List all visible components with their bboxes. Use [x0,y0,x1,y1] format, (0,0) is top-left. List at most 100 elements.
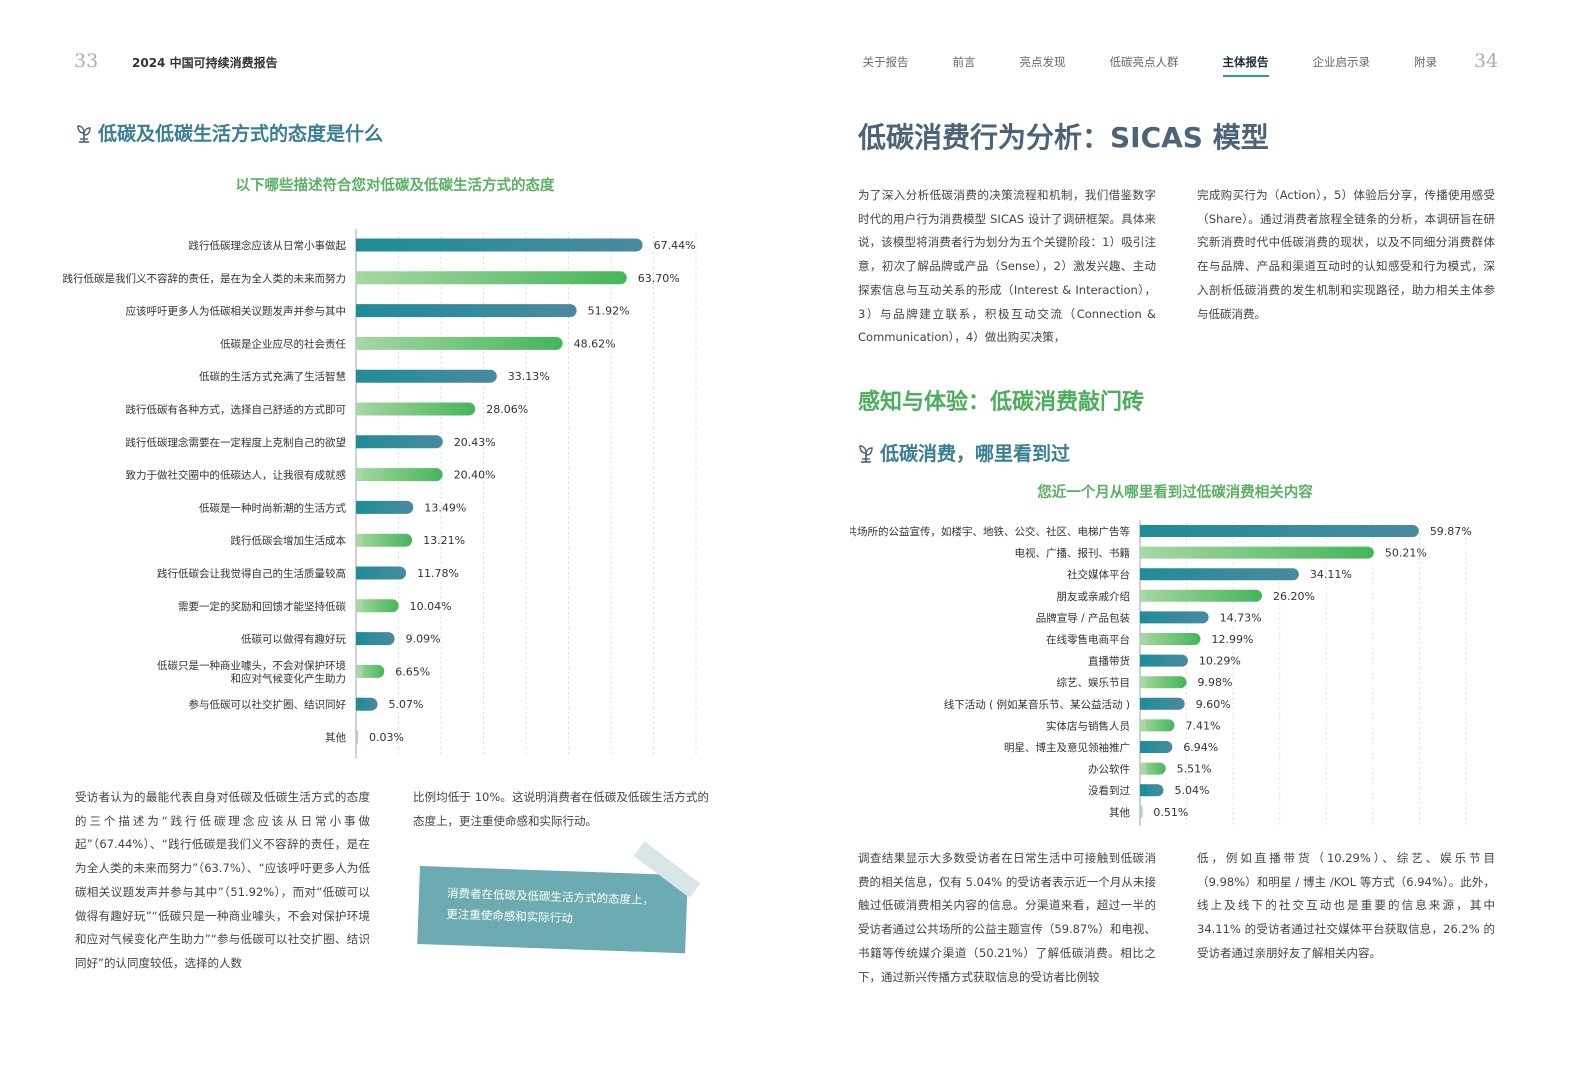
value-label: 9.09% [406,633,441,646]
bar-base [356,599,363,613]
value-label: 14.73% [1220,611,1262,624]
right-section-heading: 感知与体验：低碳消费敲门砖 [858,390,1145,415]
bar [356,632,395,646]
bar [1140,589,1263,602]
value-label: 6.94% [1183,741,1218,754]
bar-base [1140,697,1146,710]
value-label: 67.44% [654,239,696,252]
right-sub-heading-text: 低碳消费，哪里看到过 [880,443,1071,465]
bar [1140,546,1374,559]
bar [356,402,476,416]
report-title: 2024 中国可持续消费报告 [132,56,278,70]
nav-item-enterprise[interactable]: 企业启示录 [1312,55,1371,69]
bar-base [1140,654,1146,667]
value-label: 50.21% [1385,547,1427,560]
bar [1140,697,1185,710]
right-main-heading: 低碳消费行为分析：SICAS 模型 [858,121,1269,154]
bar-base [356,632,363,646]
value-label: 26.20% [1273,590,1315,603]
callout-box: 消费者在低碳及低碳生活方式的态度上， 更注重使命感和实际行动 [417,841,701,954]
category-label: 其他 [325,731,346,744]
value-label: 0.51% [1153,806,1188,819]
attitude-bar-chart: 67.44% 践行低碳理念应该从日常小事做起 63.70% 践行低碳是我们义不容辞的责… [63,228,697,759]
nav-item-appendix[interactable]: 附录 [1414,55,1437,69]
value-label: 48.62% [574,337,616,350]
bar-base [1140,611,1146,624]
category-label: 在线零售电商平台 [1046,633,1130,646]
category-label: 直播带货 [1088,655,1130,668]
bar-base [1140,784,1146,797]
channel-bar-chart: 59.87% 公共场所的公益宣传，如楼宇、地铁、公交、社区、电梯广告等 50.21%… [850,520,1472,826]
category-label: 办公软件 [1088,763,1130,776]
bar-base [356,500,363,514]
category-label: 需要一定的奖励和回馈才能坚持低碳 [178,600,346,613]
value-label: 13.21% [423,534,465,547]
category-label: 践行低碳理念需要在一定程度上克制自己的欲望 [126,436,347,449]
bar-base [1140,589,1146,602]
left-paragraph-1: 受访者认为的最能代表自身对低碳及低碳生活方式的态度的三个描述为“践行低碳理念应该… [75,790,370,970]
value-label: 11.78% [417,567,459,580]
bar-base [1140,719,1146,732]
bar [356,664,385,678]
bar-base [356,369,363,383]
bar-base [356,402,363,416]
category-label: 践行低碳有各种方式，选择自己舒适的方式即可 [126,403,347,416]
nav-item-main-report[interactable]: 主体报告 [1222,55,1269,77]
bar-base [356,664,363,678]
bar [1140,762,1166,775]
bar-base [1140,568,1146,581]
result-column-2: 低，例如直播带货（10.29%）、综艺、娱乐节目（9.98%）和明星 / 博主 … [1197,851,1495,960]
bar [356,369,497,383]
bar-base [1140,741,1146,753]
right-page-number: 34 [1474,50,1499,72]
value-label: 59.87% [1430,525,1472,538]
category-label: 品牌宣导 / 产品包装 [1036,611,1131,624]
bar [356,435,443,449]
value-label: 13.49% [424,501,466,514]
category-label: 践行低碳会增加生活成本 [231,534,347,547]
value-label: 12.99% [1211,633,1253,646]
nav-item-about[interactable]: 关于报告 [862,55,909,69]
value-label: 34.11% [1310,568,1352,581]
result-column-1: 调查结果显示大多数受访者在日常生活中可接触到低碳消费的相关信息，仅有 5.04%… [858,851,1156,984]
bar [1140,525,1419,537]
value-label: 5.51% [1177,763,1212,776]
sprout-icon [77,124,91,143]
bar-base [1140,676,1146,689]
left-section-heading-text: 低碳及低碳生活方式的态度是什么 [98,123,384,145]
value-label: 9.98% [1197,676,1232,689]
nav-item-highlights[interactable]: 亮点发现 [1019,55,1066,69]
value-label: 0.03% [369,731,404,744]
bar [356,238,643,252]
bar-base [1140,546,1146,559]
left-section-heading: 低碳及低碳生活方式的态度是什么 [76,119,383,146]
bar-base [356,730,358,744]
top-navigation: 关于报告 前言 亮点发现 低碳亮点人群 主体报告 企业启示录 附录 [819,54,1437,77]
bar-base [1140,762,1146,775]
intro-column-1: 为了深入分析低碳消费的决策流程和机制，我们借鉴数字时代的用户行为消费模型 SIC… [858,188,1156,345]
nav-item-preface[interactable]: 前言 [952,55,976,69]
category-label: 电视、广播、报刊、书籍 [1015,547,1131,560]
left-page-number: 33 [74,50,99,72]
left-paragraph-2: 比例均低于 10%。这说明消费者在低碳及低碳生活方式的态度上，更注重使命感和实际… [413,790,709,828]
nav-item-low-carbon-groups[interactable]: 低碳亮点人群 [1109,55,1179,69]
category-label: 没看到过 [1088,784,1130,797]
value-label: 5.07% [389,698,424,711]
bar-base [356,271,363,285]
category-label: 朋友或亲戚介绍 [1057,590,1131,603]
value-label: 9.60% [1196,698,1231,711]
bar [356,599,399,613]
value-label: 28.06% [486,403,528,416]
bar [1140,633,1201,645]
bar [1140,611,1209,624]
category-label: 实体店与销售人员 [1046,719,1130,732]
bar [356,468,443,482]
value-label: 20.43% [454,436,496,449]
bar [356,533,413,547]
category-label: 其他 [1109,806,1131,819]
value-label: 5.04% [1174,784,1209,797]
bar-base [356,238,363,252]
bar-base [1140,805,1143,818]
bar-base [356,336,363,350]
bar [356,566,407,580]
